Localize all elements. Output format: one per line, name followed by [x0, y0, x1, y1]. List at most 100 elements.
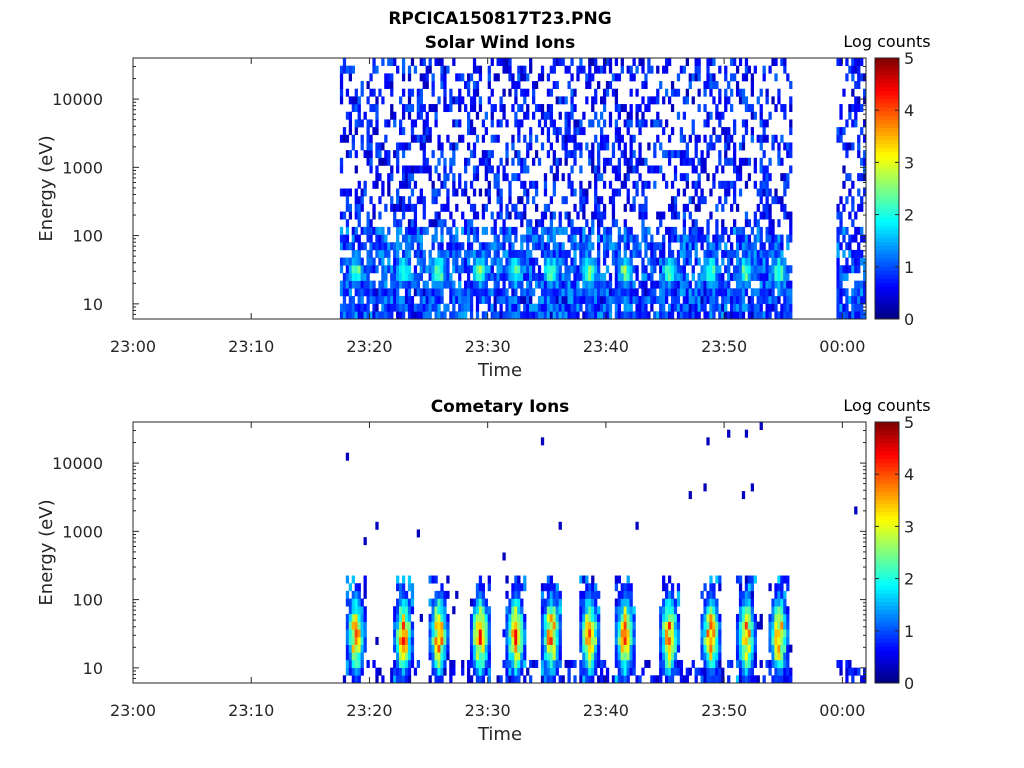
heatmap-cell [422, 249, 426, 258]
heatmap-cell [458, 303, 462, 312]
heatmap-cell [511, 142, 515, 151]
heatmap-cell [747, 575, 752, 584]
heatmap-cell [496, 311, 500, 320]
colorbar-frame [874, 57, 900, 320]
heatmap-cell [440, 242, 444, 251]
heatmap-cell [582, 606, 586, 615]
heatmap-cell [738, 96, 743, 105]
heatmap-cell [404, 104, 409, 113]
heatmap-cell [552, 242, 556, 251]
heatmap-cell [594, 58, 598, 66]
heatmap-cell [508, 196, 512, 205]
heatmap-cell [786, 150, 790, 159]
heatmap-cell [472, 257, 477, 266]
heatmap-cell [478, 652, 483, 661]
heatmap-cell [514, 303, 518, 312]
heatmap-cell [496, 58, 500, 66]
heatmap-cell [564, 265, 568, 274]
heatmap-cell [579, 606, 583, 615]
heatmap-cell [848, 173, 852, 182]
heatmap-cell [789, 142, 793, 151]
heatmap-cell [741, 598, 746, 607]
heatmap-cell [733, 311, 737, 320]
heatmap-cell [440, 311, 444, 320]
heatmap-cell [363, 280, 367, 289]
heatmap-cell [484, 157, 488, 166]
heatmap-cell [682, 257, 687, 266]
heatmap-cell [585, 288, 589, 297]
heatmap-cell [378, 234, 382, 243]
heatmap-cell [472, 226, 477, 235]
heatmap-cell [703, 598, 707, 607]
heatmap-cell [591, 211, 595, 220]
heatmap-cell [384, 265, 388, 274]
heatmap-cell [549, 226, 554, 235]
heatmap-cell [549, 272, 554, 281]
heatmap-cell [387, 119, 391, 128]
heatmap-cell [620, 295, 624, 304]
heatmap-cell [443, 65, 447, 74]
heatmap-cell [490, 111, 494, 120]
heatmap-cell [676, 188, 681, 197]
heatmap-cell [780, 606, 784, 615]
heatmap-cell [434, 613, 438, 622]
heatmap-cell [712, 303, 716, 312]
heatmap-cell [396, 644, 400, 653]
heatmap-cell [768, 311, 772, 320]
heatmap-cell [576, 303, 580, 312]
heatmap-cell [703, 119, 707, 128]
heatmap-cell [472, 629, 477, 638]
heatmap-cell [718, 667, 722, 676]
heatmap-cell [469, 127, 474, 136]
heatmap-cell [348, 127, 353, 136]
heatmap-cell [588, 180, 592, 189]
heatmap-cell [517, 583, 521, 592]
heatmap-cell [449, 165, 453, 174]
heatmap-cell [475, 583, 480, 592]
heatmap-cell [753, 180, 757, 189]
heatmap-cell [570, 257, 574, 266]
heatmap-cell [641, 667, 645, 676]
heatmap-cell [617, 142, 621, 151]
heatmap-cell [662, 265, 666, 274]
heatmap-cell [744, 288, 749, 297]
heatmap-cell [375, 165, 379, 174]
heatmap-cell [632, 150, 636, 159]
heatmap-cell [768, 173, 772, 182]
heatmap-cell [357, 606, 361, 615]
heatmap-cell [685, 150, 689, 159]
heatmap-cell [466, 234, 471, 243]
heatmap-cell [342, 211, 347, 220]
heatmap-cell [774, 242, 778, 251]
heatmap-cell [650, 249, 654, 258]
heatmap-cell [523, 211, 527, 220]
heatmap-cell [443, 203, 447, 212]
colorbar-segment [875, 265, 899, 271]
heatmap-cell [608, 58, 613, 66]
heatmap-cell [437, 621, 441, 630]
heatmap-cell [694, 295, 698, 304]
heatmap-cell [532, 226, 536, 235]
heatmap-cell [487, 196, 491, 205]
heatmap-cell [750, 606, 754, 615]
heatmap-cell [703, 81, 707, 90]
heatmap-cell [774, 272, 778, 281]
heatmap-cell [464, 157, 468, 166]
heatmap-cell [756, 226, 760, 235]
heatmap-cell [570, 96, 574, 105]
plot-frame [132, 421, 867, 684]
heatmap-cell [549, 280, 554, 289]
heatmap-cell [594, 621, 598, 630]
heatmap-cell [517, 73, 521, 82]
heatmap-cell [585, 629, 589, 638]
heatmap-cell [487, 667, 491, 676]
heatmap-cell [472, 659, 477, 668]
heatmap-cell [428, 613, 432, 622]
heatmap-cell [410, 590, 415, 599]
heatmap-cell [730, 157, 734, 166]
heatmap-cell [694, 73, 698, 82]
colorbar-segment [875, 115, 899, 120]
heatmap-cell [366, 211, 370, 220]
heatmap-cell [552, 226, 556, 235]
heatmap-cell [342, 58, 347, 66]
